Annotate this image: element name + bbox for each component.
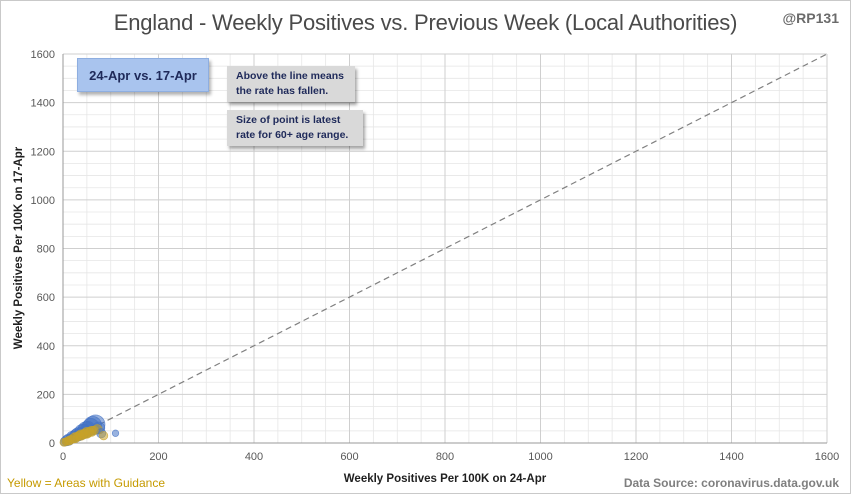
y-tick-label: 1400 [31,98,55,110]
annotation-point-size: Size of point is latest rate for 60+ age… [227,110,363,146]
major-gridlines [62,53,828,444]
data-point [89,425,99,435]
y-tick-label: 200 [37,389,55,401]
y-tick-label: 1200 [31,146,55,158]
x-tick-label: 800 [436,451,454,463]
y-tick-label: 800 [37,244,55,256]
author-handle: @RP131 [782,10,839,26]
y-tick-label: 1600 [31,49,55,61]
annotation-point-size-text-2: rate for 60+ age range. [236,129,349,141]
annotation-above-line-text-1: Above the line means [236,70,344,82]
y-tick-label: 600 [37,292,55,304]
y-tick-label: 1000 [31,195,55,207]
annotation-point-size-text-1: Size of point is latest [236,114,341,126]
date-comparison-tag: 24-Apr vs. 17-Apr [77,58,209,92]
x-tick-label: 600 [340,451,358,463]
x-axis-label: Weekly Positives Per 100K on 24-Apr [344,473,547,485]
y-tick-label: 400 [37,341,55,353]
axes [62,54,827,444]
legend-note: Yellow = Areas with Guidance [7,476,165,490]
x-tick-label: 1000 [528,451,552,463]
x-tick-labels: 0 200 400 600 800 1000 1200 1400 1600 [60,451,839,463]
data-source: Data Source: coronavirus.data.gov.uk [623,476,839,490]
data-point [99,431,109,441]
x-tick-label: 200 [149,451,167,463]
y-axis-label: Weekly Positives Per 100K on 17-Apr [13,146,25,349]
x-tick-label: 1200 [624,451,648,463]
reference-line [62,53,828,444]
x-tick-label: 400 [245,451,263,463]
y-tick-labels: 0 200 400 600 800 1000 1200 1400 1600 [31,49,55,450]
x-tick-label: 1400 [719,451,743,463]
annotation-above-line-text-2: the rate has fallen. [236,85,329,97]
data-point [111,429,120,437]
chart-title: England - Weekly Positives vs. Previous … [113,10,738,35]
y-tick-label: 0 [49,438,55,450]
x-tick-label: 1600 [815,451,839,463]
x-tick-label: 0 [60,451,66,463]
diagonal-reference-line [62,53,828,444]
annotation-above-line: Above the line means the rate has fallen… [227,66,355,102]
data-point [61,437,70,446]
data-points [59,414,120,447]
